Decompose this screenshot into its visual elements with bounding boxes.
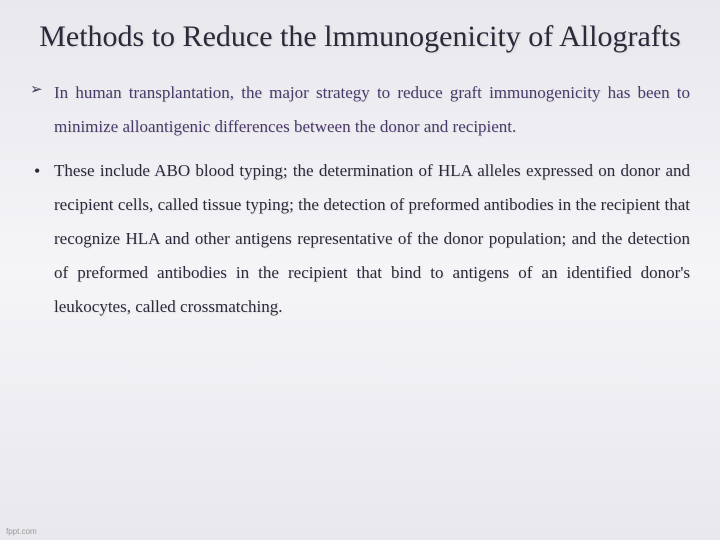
bullet-item: ➢ In human transplantation, the major st… bbox=[30, 76, 690, 144]
bullet-item: • These include ABO blood typing; the de… bbox=[30, 154, 690, 324]
arrow-bullet-icon: ➢ bbox=[30, 76, 54, 105]
slide-content: ➢ In human transplantation, the major st… bbox=[30, 76, 690, 521]
watermark: fppt.com bbox=[6, 527, 37, 536]
slide-title: Methods to Reduce the lmmunogenicity of … bbox=[30, 18, 690, 56]
dot-bullet-icon: • bbox=[30, 154, 54, 188]
slide-container: Methods to Reduce the lmmunogenicity of … bbox=[0, 0, 720, 540]
bullet-text: These include ABO blood typing; the dete… bbox=[54, 154, 690, 324]
bullet-text: In human transplantation, the major stra… bbox=[54, 76, 690, 144]
